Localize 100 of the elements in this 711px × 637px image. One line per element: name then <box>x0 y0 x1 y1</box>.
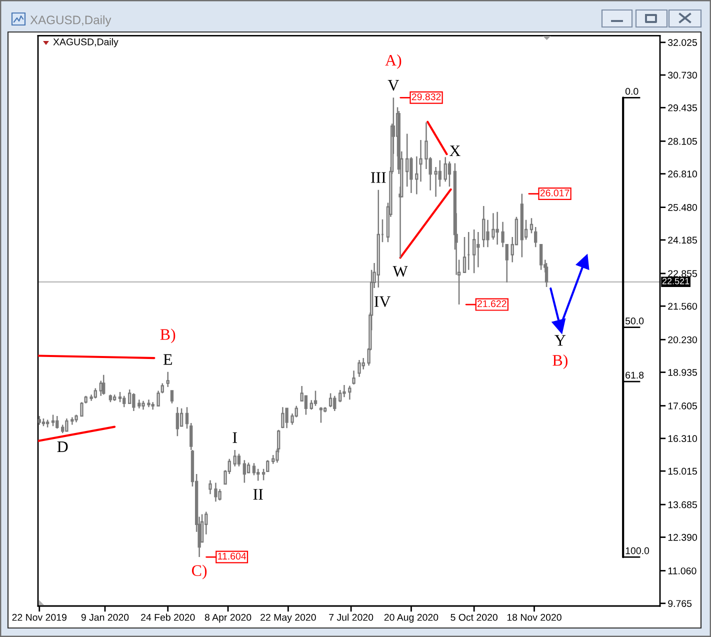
candlestick <box>520 193 524 258</box>
candlestick <box>314 390 318 407</box>
candlestick <box>147 398 150 408</box>
y-tick-label: 9.765 <box>668 600 692 607</box>
y-tick-label: 30.730 <box>668 72 697 79</box>
annotation: I <box>232 432 237 443</box>
text: 11.604 <box>218 552 246 560</box>
annotation: V <box>388 80 400 91</box>
candlestick <box>156 390 160 407</box>
candlestick <box>56 415 59 430</box>
candlestick <box>281 406 284 429</box>
candlestick <box>496 211 499 246</box>
annotation: IV <box>374 296 391 308</box>
annotation: A) <box>385 54 402 69</box>
text: 29.832 <box>412 93 441 100</box>
ref-line-label: 22.521 <box>662 278 690 284</box>
text: 26.017 <box>540 190 570 196</box>
candlestick <box>151 402 154 410</box>
x-tick-label: 7 Jul 2020 <box>329 614 374 621</box>
candlestick <box>492 212 495 240</box>
x-tick-label: 22 May 2020 <box>260 614 316 623</box>
candlestick <box>70 416 74 426</box>
candlestick <box>108 394 112 403</box>
candlestick <box>138 398 141 410</box>
annotation: C) <box>192 564 207 580</box>
candlestick <box>214 482 218 502</box>
chart-title: XAGUSD,Daily <box>30 15 112 27</box>
y-tick-label: 21.560 <box>668 302 697 310</box>
x-tick-label: 8 Apr 2020 <box>204 614 252 623</box>
x-tick-label: 9 Jan 2020 <box>81 614 129 621</box>
candlestick <box>132 392 136 412</box>
candlestick <box>352 370 356 386</box>
candlestick <box>94 388 97 399</box>
y-tick-label: 17.605 <box>668 402 697 410</box>
x-tick-label: 18 Nov 2020 <box>507 614 562 621</box>
annotation: D <box>57 442 68 452</box>
y-tick-label: 29.435 <box>668 104 697 112</box>
text: 21.622 <box>478 300 506 308</box>
candlestick <box>51 414 55 427</box>
candlestick <box>122 395 126 408</box>
candlestick <box>38 415 41 426</box>
candlestick <box>348 385 352 400</box>
candlestick <box>266 459 270 472</box>
candlestick <box>170 390 174 404</box>
candlestick <box>112 394 116 402</box>
candlestick <box>448 160 452 188</box>
annotation: Y <box>554 335 566 346</box>
annotation: 0.0 <box>625 88 638 95</box>
annotation: II <box>253 489 263 500</box>
annotation: 61.8 <box>626 372 644 379</box>
x-tick-label: 5 Oct 2020 <box>450 614 498 621</box>
candlestick <box>237 453 241 468</box>
candlestick <box>462 236 466 273</box>
candlestick <box>534 226 538 248</box>
x-tick-label: 20 Aug 2020 <box>384 614 438 623</box>
candlestick <box>242 459 246 484</box>
annotation: E <box>163 354 172 365</box>
y-tick-label: 28.105 <box>668 138 697 145</box>
candlestick <box>74 414 78 423</box>
y-tick-label: 16.310 <box>668 435 697 442</box>
y-tick-label: 20.230 <box>668 336 697 344</box>
y-tick-label: 15.015 <box>668 468 697 475</box>
candlestick <box>505 244 508 284</box>
candlestick <box>319 406 323 424</box>
y-tick-label: 24.185 <box>668 236 697 244</box>
y-tick-label: 13.685 <box>668 501 697 508</box>
candlestick <box>142 400 145 410</box>
annotation: B) <box>552 354 568 370</box>
y-tick-label: 11.060 <box>668 567 696 574</box>
candlestick <box>482 205 486 248</box>
candlestick <box>376 189 380 288</box>
candlestick <box>539 244 543 270</box>
candlestick <box>42 418 46 427</box>
candlestick <box>118 391 122 403</box>
candlestick <box>472 228 476 274</box>
x-tick-label: 24 Feb 2020 <box>141 614 195 621</box>
y-tick-label: 26.810 <box>668 170 697 178</box>
candlestick <box>333 395 336 412</box>
candlestick <box>185 406 189 430</box>
annotation: X <box>450 146 460 156</box>
annotation: 50.0 <box>625 318 644 324</box>
candlestick <box>262 468 266 481</box>
candlestick <box>65 418 68 432</box>
candlestick <box>176 406 180 437</box>
chart-subtitle: XAGUSD,Daily <box>53 38 118 48</box>
y-tick-label: 22.855 <box>668 270 697 278</box>
annotation: III <box>370 172 386 183</box>
candlestick <box>530 218 534 234</box>
annotation: 100.0 <box>626 547 650 554</box>
candlestick <box>501 221 504 248</box>
candlestick <box>338 389 342 403</box>
annotation: W <box>392 266 408 277</box>
candlestick <box>166 371 170 388</box>
annotation: B) <box>160 328 176 344</box>
candlestick <box>358 359 361 378</box>
candlestick <box>208 480 212 495</box>
candlestick <box>102 374 106 396</box>
candlestick <box>328 392 332 408</box>
candlestick <box>342 384 346 398</box>
candlestick <box>467 231 470 270</box>
